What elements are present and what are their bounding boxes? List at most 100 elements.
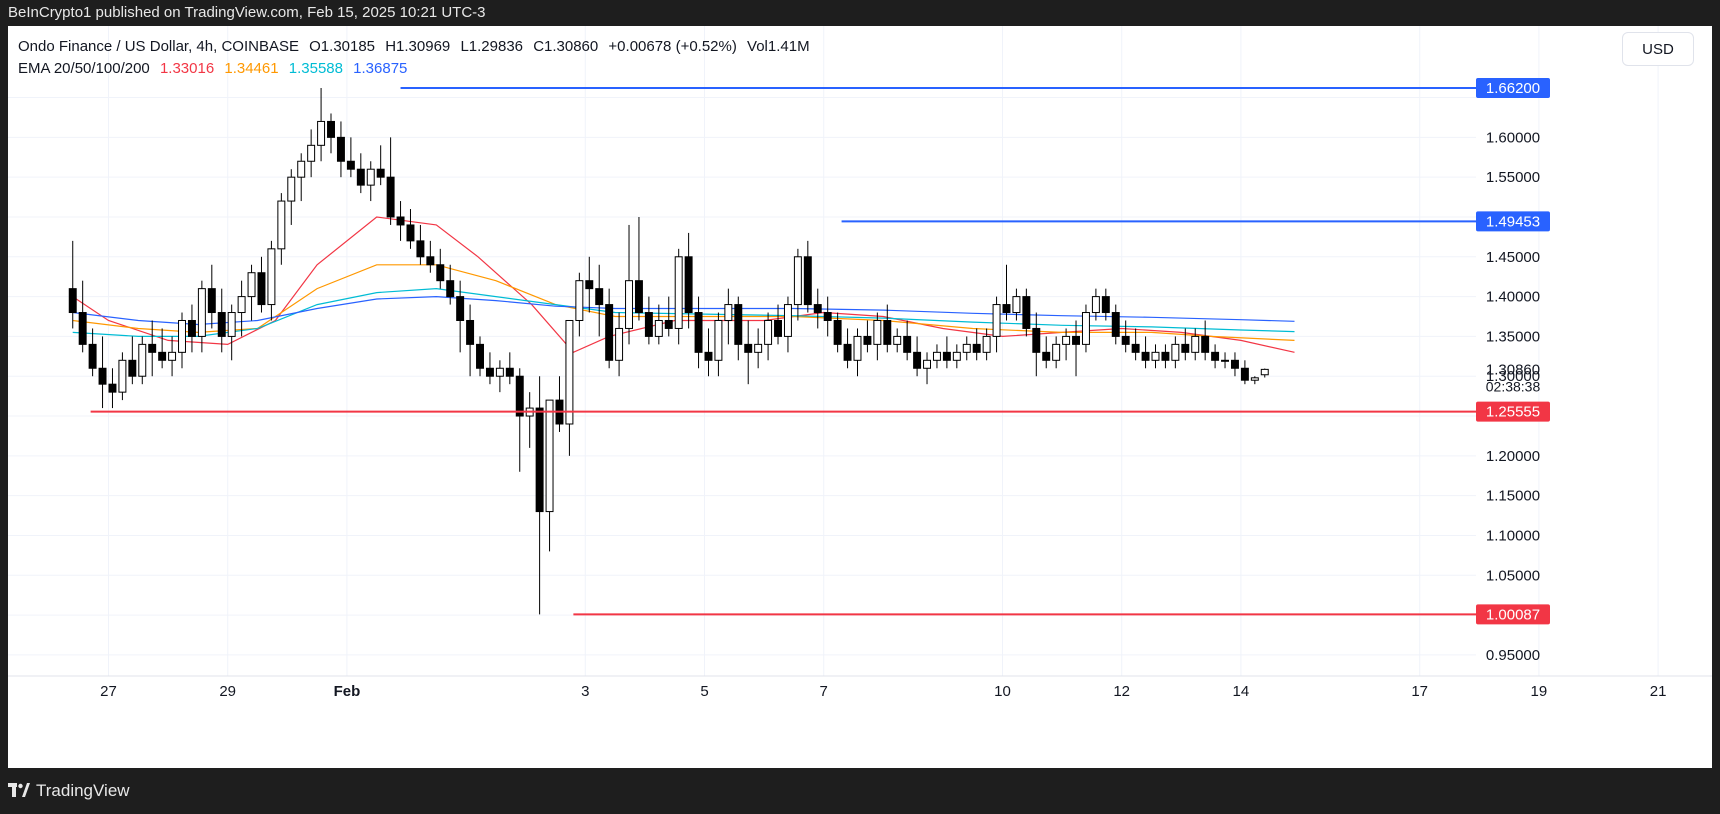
candle-up[interactable] — [982, 335, 991, 353]
candle-down[interactable] — [903, 335, 912, 353]
symbol-label[interactable]: Ondo Finance / US Dollar, 4h, COINBASE — [18, 38, 299, 55]
candle-down[interactable] — [148, 343, 157, 353]
candle-up[interactable] — [873, 319, 882, 345]
candle-up[interactable] — [227, 312, 236, 337]
candle-down[interactable] — [1141, 351, 1150, 361]
candle-down[interactable] — [1002, 304, 1011, 314]
candle-down[interactable] — [257, 272, 266, 306]
candle-down[interactable] — [485, 367, 494, 377]
candle-down[interactable] — [426, 256, 435, 266]
candle-up[interactable] — [138, 343, 147, 377]
candle-up[interactable] — [724, 304, 733, 321]
candle-up[interactable] — [793, 256, 802, 306]
candle-up[interactable] — [267, 248, 276, 306]
candle-up[interactable] — [674, 256, 683, 329]
candle-down[interactable] — [734, 304, 743, 345]
candle-down[interactable] — [1042, 351, 1051, 361]
candle-down[interactable] — [823, 312, 832, 321]
candle-down[interactable] — [1101, 296, 1110, 314]
candle-down[interactable] — [1181, 343, 1190, 353]
candle-up[interactable] — [1151, 351, 1160, 361]
candle-down[interactable] — [883, 319, 892, 345]
candle-down[interactable] — [833, 319, 842, 345]
candle-down[interactable] — [456, 296, 465, 321]
candle-up[interactable] — [893, 335, 902, 345]
candle-down[interactable] — [88, 343, 97, 369]
candle-down[interactable] — [1240, 367, 1249, 381]
candle-down[interactable] — [744, 343, 753, 353]
candle-up[interactable] — [307, 144, 316, 162]
candle-down[interactable] — [207, 288, 216, 314]
candle-down[interactable] — [535, 407, 544, 513]
price-chart[interactable]: 1.66200 1.49453 1.25555 1.00087 1.60000 1.550… — [8, 26, 1712, 768]
candle-down[interactable] — [356, 168, 365, 186]
candle-down[interactable] — [446, 280, 455, 298]
chart-panel[interactable]: 1.66200 1.49453 1.25555 1.00087 1.60000 1.550… — [8, 26, 1712, 768]
candle-down[interactable] — [505, 367, 514, 377]
candle-down[interactable] — [346, 160, 355, 170]
candle-down[interactable] — [386, 176, 395, 218]
candle-down[interactable] — [634, 280, 643, 314]
candle-down[interactable] — [813, 304, 822, 314]
candle-down[interactable] — [803, 256, 812, 306]
candle-down[interactable] — [68, 288, 77, 314]
candle-down[interactable] — [1230, 359, 1239, 369]
candle-down[interactable] — [158, 351, 167, 361]
candle-up[interactable] — [168, 351, 177, 361]
candle-down[interactable] — [416, 240, 425, 258]
candle-up[interactable] — [764, 319, 773, 345]
candle-up[interactable] — [1062, 335, 1071, 345]
candle-up[interactable] — [565, 319, 574, 425]
candle-down[interactable] — [78, 312, 87, 345]
candle-down[interactable] — [774, 319, 782, 337]
candle-down[interactable] — [217, 312, 226, 337]
candle-up[interactable] — [1081, 312, 1090, 345]
candle-down[interactable] — [187, 319, 196, 337]
candle-down[interactable] — [327, 120, 335, 138]
ema-indicator-label[interactable]: EMA 20/50/100/200 — [18, 60, 150, 77]
candle-up[interactable] — [654, 319, 663, 337]
candle-down[interactable] — [694, 312, 703, 353]
candle-up[interactable] — [287, 176, 296, 202]
candle-down[interactable] — [1201, 335, 1210, 353]
candle-up[interactable] — [714, 319, 723, 361]
candle-down[interactable] — [684, 256, 693, 314]
candle-down[interactable] — [436, 264, 445, 282]
candle-down[interactable] — [644, 312, 653, 337]
candle-down[interactable] — [476, 343, 484, 369]
candle-up[interactable] — [923, 359, 932, 369]
candle-down[interactable] — [1111, 312, 1120, 337]
candle-up[interactable] — [1012, 296, 1021, 314]
candle-up[interactable] — [853, 335, 862, 361]
candle-down[interactable] — [336, 136, 345, 162]
candle-up[interactable] — [1260, 368, 1269, 376]
candle-up[interactable] — [178, 319, 186, 353]
candle-up[interactable] — [118, 359, 127, 393]
candle-down[interactable] — [704, 351, 713, 361]
candle-down[interactable] — [843, 343, 852, 361]
candle-up[interactable] — [1250, 377, 1259, 381]
candle-up[interactable] — [615, 327, 624, 361]
candle-down[interactable] — [1131, 343, 1140, 353]
candle-up[interactable] — [575, 280, 584, 321]
candle-down[interactable] — [108, 383, 117, 393]
candle-up[interactable] — [783, 304, 792, 337]
candle-down[interactable] — [98, 367, 107, 385]
candle-up[interactable] — [754, 343, 763, 353]
candle-up[interactable] — [197, 288, 206, 337]
candle-up[interactable] — [277, 200, 286, 250]
candle-up[interactable] — [1171, 343, 1180, 361]
candle-up[interactable] — [992, 304, 1001, 337]
candle-up[interactable] — [237, 296, 246, 314]
candle-up[interactable] — [1191, 335, 1200, 353]
candle-up[interactable] — [247, 272, 256, 298]
candle-down[interactable] — [1072, 335, 1081, 345]
candle-down[interactable] — [664, 319, 673, 329]
candle-down[interactable] — [585, 280, 594, 290]
candle-up[interactable] — [952, 351, 961, 361]
candle-down[interactable] — [1022, 296, 1031, 329]
candle-down[interactable] — [1032, 327, 1041, 353]
candle-down[interactable] — [913, 351, 922, 369]
candle-down[interactable] — [1211, 351, 1220, 361]
currency-button[interactable]: USD — [1622, 32, 1694, 66]
